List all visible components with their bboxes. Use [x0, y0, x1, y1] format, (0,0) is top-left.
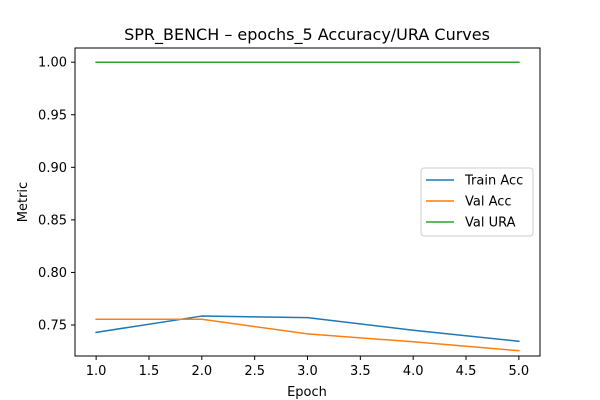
y-axis: 0.75 0.80 0.85 0.90 0.95 1.00 [38, 56, 75, 333]
y-tick-label: 1.00 [38, 56, 67, 71]
series-layer [95, 61, 520, 352]
legend: Train Acc Val Acc Val URA [420, 167, 534, 237]
y-tick-label: 0.85 [38, 213, 67, 228]
legend-label-val-acc: Val Acc [465, 195, 512, 210]
x-tick-label: 1.0 [86, 364, 107, 379]
series-line-val-acc [95, 318, 520, 352]
legend-label-val-ura: Val URA [465, 216, 516, 231]
legend-box [420, 167, 534, 237]
y-axis-label: Metric [16, 182, 31, 222]
legend-items: Train Acc Val Acc Val URA [426, 174, 523, 231]
x-tick-label: 4.0 [403, 364, 424, 379]
y-tick-label: 0.90 [38, 161, 67, 176]
x-axis-label: Epoch [287, 385, 327, 400]
x-tick-label: 2.5 [244, 364, 265, 379]
x-tick-label: 5.0 [509, 364, 530, 379]
x-tick-label: 2.0 [191, 364, 212, 379]
legend-label-train-acc: Train Acc [464, 174, 523, 189]
y-tick-label: 0.80 [38, 266, 67, 281]
chart-title: SPR_BENCH – epochs_5 Accuracy/URA Curves [124, 25, 490, 45]
x-tick-label: 3.0 [297, 364, 318, 379]
x-tick-label: 3.5 [350, 364, 371, 379]
y-tick-label: 0.95 [38, 108, 67, 123]
x-tick-label: 4.5 [456, 364, 477, 379]
series-line-train-acc [95, 315, 520, 343]
x-tick-label: 1.5 [139, 364, 160, 379]
y-tick-label: 0.75 [38, 318, 67, 333]
x-axis: 1.0 1.5 2.0 2.5 3.0 3.5 4.0 4.5 5.0 [86, 356, 529, 379]
